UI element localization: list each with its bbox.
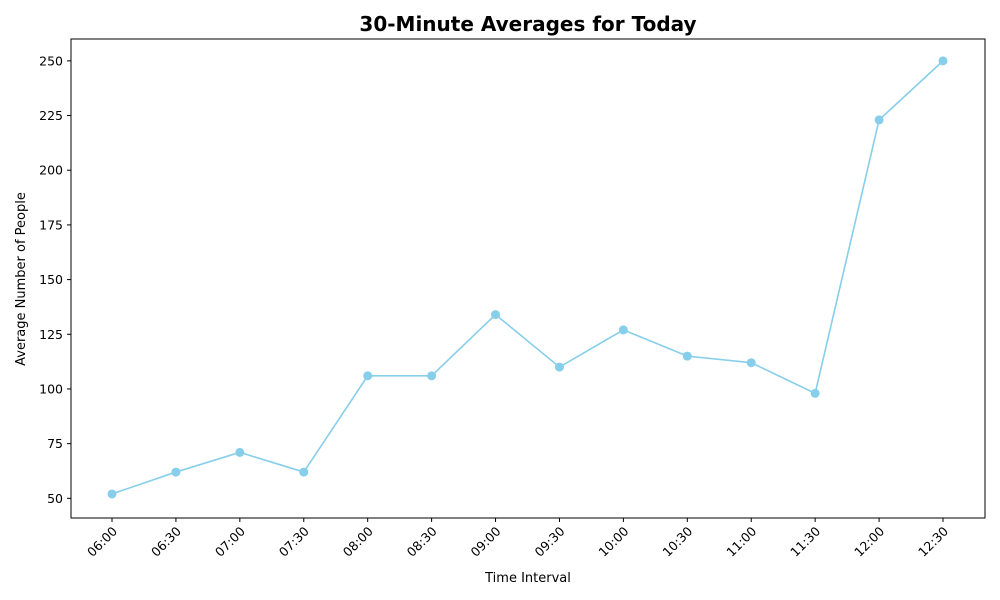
x-tick-label: 09:00: [468, 523, 504, 559]
data-point: [746, 358, 756, 368]
x-tick-label: 12:30: [915, 523, 951, 559]
data-point: [491, 310, 501, 320]
x-axis-label: Time Interval: [484, 571, 571, 586]
data-point: [363, 371, 373, 381]
data-point: [299, 467, 309, 477]
x-tick-label: 06:30: [148, 523, 184, 559]
x-tick-label: 11:30: [787, 523, 823, 559]
data-point: [107, 489, 117, 499]
x-tick-label: 06:00: [84, 523, 120, 559]
y-tick-label: 125: [39, 327, 63, 342]
y-tick-label: 175: [39, 217, 63, 232]
x-tick-label: 11:00: [723, 523, 759, 559]
data-point: [682, 351, 692, 361]
data-point: [810, 388, 820, 398]
y-tick-label: 225: [39, 108, 63, 123]
x-tick-label: 07:30: [276, 523, 312, 559]
y-tick-label: 150: [39, 272, 63, 287]
x-tick-label: 07:00: [212, 523, 248, 559]
y-tick-label: 250: [39, 53, 63, 68]
series-line: [111, 60, 944, 495]
y-tick-label: 75: [47, 436, 63, 451]
y-tick-label: 50: [47, 491, 63, 506]
plot-area: 50 75 100 125 150 175 200 225 250 06:00 06:30 07:00…: [39, 38, 986, 560]
x-tick-label: 08:30: [404, 523, 440, 559]
x-tick-label: 09:30: [531, 523, 567, 559]
chart-title: 30-Minute Averages for Today: [359, 12, 696, 36]
data-point: [171, 467, 181, 477]
y-axis-label: Average Number of People: [14, 192, 29, 366]
x-tick-label: 10:00: [595, 523, 631, 559]
data-point: [554, 362, 564, 372]
x-tick-label: 08:00: [340, 523, 376, 559]
data-point: [938, 56, 948, 66]
data-point: [427, 371, 437, 381]
data-point: [618, 325, 628, 335]
data-point: [874, 115, 884, 125]
data-point: [235, 447, 245, 457]
x-tick-label: 12:00: [851, 523, 887, 559]
x-tick-label: 10:30: [659, 523, 695, 559]
y-tick-label: 200: [39, 163, 63, 178]
axes-frame: [70, 38, 986, 519]
y-tick-label: 100: [39, 381, 63, 396]
